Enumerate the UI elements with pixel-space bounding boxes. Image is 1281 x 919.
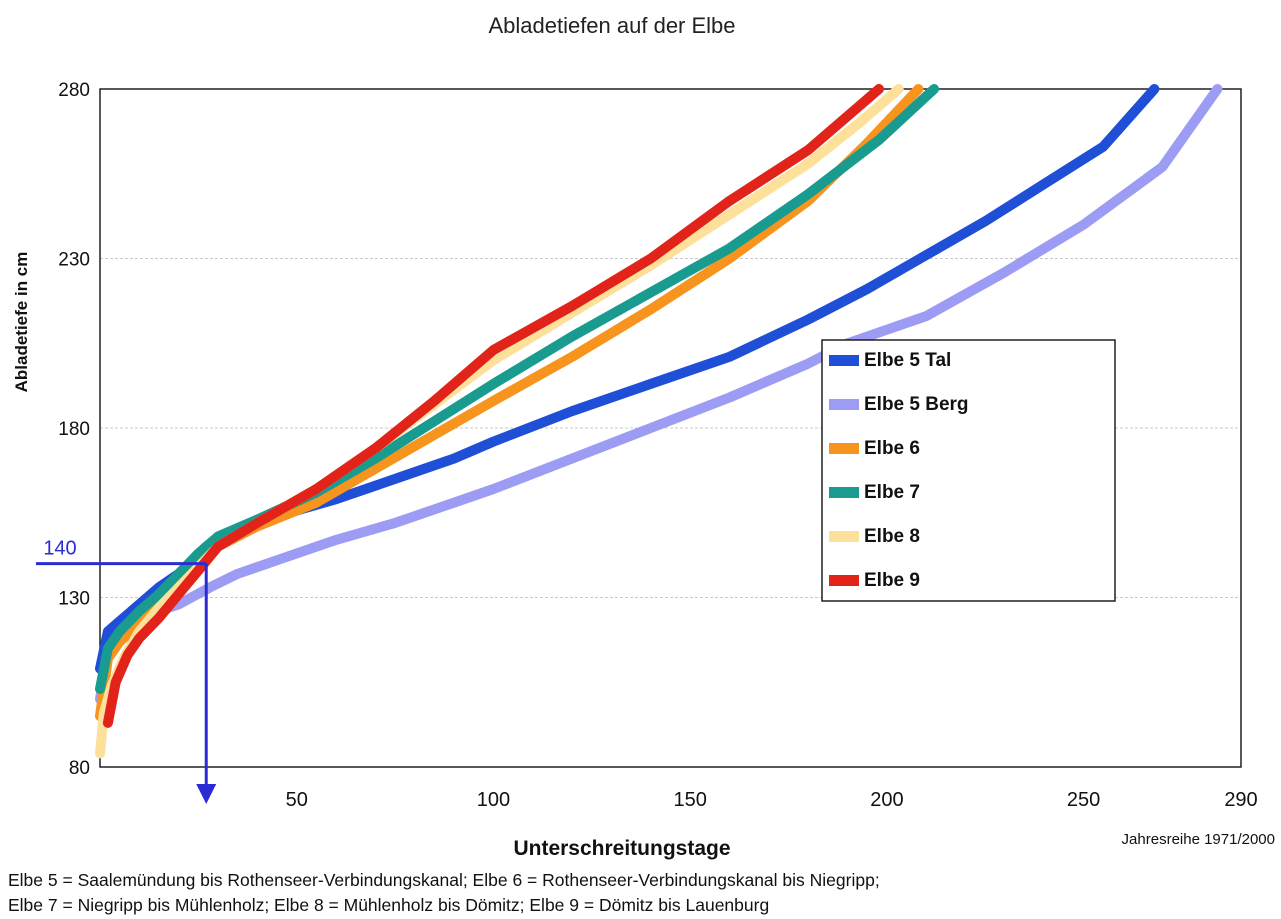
y-tick-label: 230 (58, 250, 90, 271)
x-tick-label: 150 (673, 789, 706, 811)
y-tick-label: 180 (58, 419, 90, 440)
legend-swatch (829, 443, 859, 454)
x-tick-label: 100 (477, 789, 510, 811)
legend-label: Elbe 9 (864, 570, 920, 591)
x-tick-label: 200 (870, 789, 903, 811)
series-line (95, 84, 924, 722)
x-tick-labels: 50 100 150 200 250 290 (286, 789, 1258, 811)
legend-label: Elbe 8 (864, 526, 920, 547)
legend: Elbe 5 Tal Elbe 5 Berg Elbe 6 Elbe 7 Elbe 8 E… (821, 339, 1116, 602)
series-line (95, 84, 1160, 674)
x-axis-title: Unterschreitungstage (513, 837, 730, 860)
x-tick-label: 290 (1224, 789, 1257, 811)
footnote-line-1: Elbe 5 = Saalemündung bis Rothenseer-Ver… (8, 870, 880, 890)
footnote-line-2: Elbe 7 = Niegripp bis Mühlenholz; Elbe 8… (8, 895, 770, 915)
legend-swatch (829, 399, 859, 410)
y-tick-label: 280 (58, 80, 90, 101)
chart: Abladetiefen auf der Elbe 140 50 100 150 20… (12, 13, 1275, 860)
period-note: Jahresreihe 1971/2000 (1122, 831, 1275, 848)
legend-label: Elbe 5 Berg (864, 394, 969, 415)
marker-label: 140 (43, 538, 76, 560)
legend-swatch (829, 355, 859, 366)
legend-swatch (829, 531, 859, 542)
y-tick-label: 80 (69, 758, 90, 779)
legend-label: Elbe 6 (864, 438, 920, 459)
chart-title: Abladetiefen auf der Elbe (488, 13, 735, 38)
y-tick-labels: 80 130 180 230 280 (58, 80, 90, 779)
series-line (102, 84, 884, 728)
legend-swatch (829, 575, 859, 586)
series-layer (95, 84, 1223, 759)
marker-arrow-icon (196, 784, 217, 804)
plot-frame (99, 88, 1242, 768)
series-line (95, 84, 904, 759)
y-tick-label: 130 (58, 589, 90, 610)
y-axis-title: Abladetiefe in cm (12, 252, 31, 393)
x-tick-label: 250 (1067, 789, 1100, 811)
legend-label: Elbe 7 (864, 482, 920, 503)
legend-swatch (829, 487, 859, 498)
x-tick-label: 50 (286, 789, 308, 811)
legend-label: Elbe 5 Tal (864, 350, 951, 371)
legend-box (821, 339, 1116, 602)
marker-layer: 140 (36, 538, 217, 804)
